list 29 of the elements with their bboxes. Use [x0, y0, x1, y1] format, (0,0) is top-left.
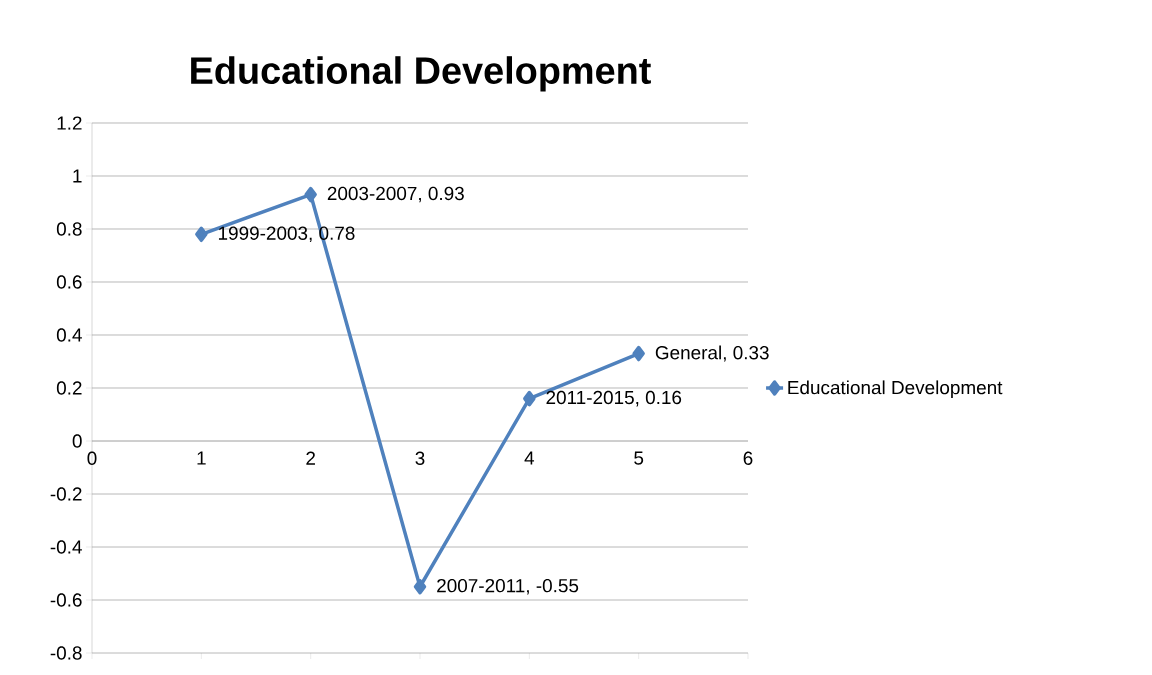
annotation: 2007-2011, -0.55: [437, 578, 579, 595]
point: [304, 186, 317, 203]
y-tick-label: 1.2: [57, 116, 82, 130]
y-tick-label: 0.4: [56, 328, 82, 342]
legend-label: Educational Development: [788, 380, 1003, 399]
chart-title: Educational Development: [191, 56, 651, 92]
x-tick-label: 1: [197, 451, 206, 465]
x-tick-label: 2: [306, 451, 315, 465]
x-tick-label: 5: [634, 451, 644, 465]
y-tick-label: 1: [73, 169, 82, 183]
x-tick-label: 4: [524, 451, 535, 465]
annotation: 2003-2007, 0.93: [327, 186, 464, 203]
x-tick-label: 6: [743, 451, 753, 465]
y-tick-label: 0.8: [56, 222, 82, 236]
y-tick-label: -0.8: [50, 646, 82, 660]
annotation: General, 0.33: [655, 345, 769, 362]
point: [632, 345, 645, 362]
point: [413, 579, 427, 595]
point: [195, 226, 208, 243]
y-tick-label: 0.6: [56, 275, 82, 289]
annotation: 2011-2015, 0.16: [546, 390, 682, 407]
y-tick-label: -0.4: [50, 540, 82, 554]
point: [523, 390, 536, 407]
y-tick-label: -0.2: [50, 487, 82, 501]
y-tick-label: 0.2: [56, 381, 82, 395]
x-tick-label: 0: [87, 451, 97, 465]
x-tick-label: 3: [415, 451, 425, 465]
y-tick-label: -0.6: [50, 593, 82, 607]
y-tick-label: 0: [72, 434, 82, 448]
